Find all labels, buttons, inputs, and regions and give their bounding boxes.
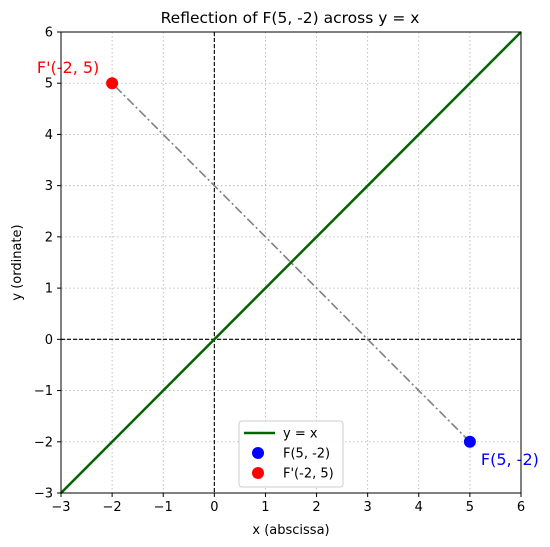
x-tick-label-4: 1 xyxy=(261,500,269,515)
x-axis-label: x (abscissa) xyxy=(252,523,329,538)
x-tick-label-9: 6 xyxy=(517,500,525,515)
series-layer: F(5, -2) F'(-2, 5) xyxy=(37,31,539,494)
x-tick-label-0: −3 xyxy=(51,500,70,515)
y-tick-label-9: 6 xyxy=(45,26,53,41)
x-tick-label-6: 3 xyxy=(364,500,372,515)
legend-label-f: F(5, -2) xyxy=(283,447,330,462)
x-tick-label-3: 0 xyxy=(210,500,218,515)
point-label-f-prime: F'(-2, 5) xyxy=(37,58,99,77)
y-tick-label-3: 0 xyxy=(45,333,53,348)
point-label-f: F(5, -2) xyxy=(481,450,539,469)
x-tick-label-8: 5 xyxy=(466,500,474,515)
legend-marker-f-prime xyxy=(252,467,264,479)
y-tick-label-2: −1 xyxy=(34,384,53,399)
chart-title: Reflection of F(5, -2) across y = x xyxy=(161,9,420,27)
y-tick-label-1: −2 xyxy=(34,435,53,450)
legend-label-line: y = x xyxy=(283,427,318,442)
y-axis-label: y (ordinate) xyxy=(10,224,25,300)
y-tick-label-0: −3 xyxy=(34,487,53,502)
plot-frame xyxy=(60,31,522,494)
legend-box xyxy=(238,420,344,488)
legend: y = x F(5, -2) F'(-2, 5) xyxy=(238,420,344,488)
point-f xyxy=(463,435,476,448)
x-tick-label-2: −1 xyxy=(154,500,173,515)
x-tick-label-1: −2 xyxy=(103,500,122,515)
y-tick-label-8: 5 xyxy=(45,77,53,92)
y-tick-label-6: 3 xyxy=(45,179,53,194)
line-y-equals-x xyxy=(60,31,522,494)
y-tick-label-5: 2 xyxy=(45,230,53,245)
tick-layer: −3 −2 −1 0 1 2 3 4 5 6 −3 −2 −1 0 1 2 3 4 5 6 xyxy=(34,26,525,516)
y-tick-label-7: 4 xyxy=(45,128,53,143)
x-tick-label-7: 4 xyxy=(415,500,423,515)
legend-label-f-prime: F'(-2, 5) xyxy=(283,467,334,482)
legend-marker-f xyxy=(252,447,264,459)
x-tick-label-5: 2 xyxy=(312,500,320,515)
y-tick-label-4: 1 xyxy=(45,282,53,297)
reference-lines xyxy=(61,32,521,493)
point-f-prime xyxy=(106,77,119,90)
